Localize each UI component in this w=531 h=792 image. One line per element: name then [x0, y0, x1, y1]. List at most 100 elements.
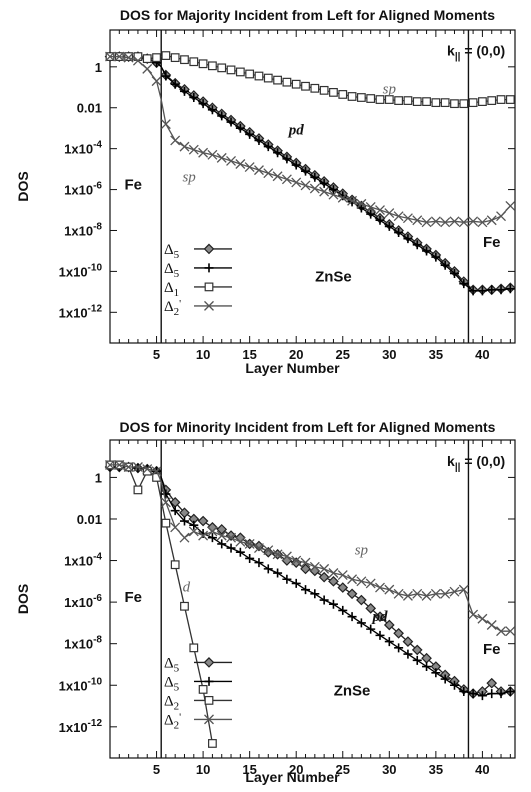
data-point: [198, 685, 208, 694]
region-label: ZnSe: [334, 683, 371, 700]
data-point: [291, 555, 302, 566]
data-point: [468, 286, 478, 296]
data-point: [449, 216, 460, 227]
region-label: Fe: [125, 589, 143, 606]
data-point: [347, 92, 357, 101]
kpar-value: = (0,0): [460, 43, 505, 59]
data-point: [244, 162, 255, 173]
data-point: [217, 63, 227, 73]
data-point: [318, 571, 330, 583]
data-point: [235, 159, 246, 169]
data-point: [281, 551, 292, 562]
data-point: [114, 459, 125, 470]
data-point: [393, 627, 404, 639]
curve-annotation: d: [183, 580, 191, 596]
data-point: [337, 582, 349, 593]
data-point: [440, 674, 450, 684]
data-point: [245, 553, 255, 563]
y-tick-exponent: -12: [88, 303, 103, 314]
chart-title: DOS for Minority Incident from Left for …: [120, 419, 496, 435]
y-tick-exponent: -4: [93, 552, 102, 563]
data-point: [375, 95, 385, 104]
data-point: [123, 52, 134, 63]
data-point: [273, 75, 282, 85]
data-point: [272, 549, 283, 560]
legend-subscript: 5: [174, 249, 180, 261]
data-point: [384, 95, 394, 104]
y-tick-label: 1x10-4: [64, 140, 102, 157]
data-point: [412, 97, 422, 107]
data-point: [365, 603, 377, 614]
data-point: [365, 201, 376, 212]
data-point: [208, 61, 217, 71]
x-tick-label: 15: [242, 762, 256, 777]
data-point: [356, 198, 367, 209]
data-point: [422, 97, 431, 107]
region-label: Fe: [483, 234, 501, 251]
legend-marker: [204, 263, 214, 273]
data-point: [198, 99, 208, 109]
chart-title: DOS for Majority Incident from Left for …: [120, 7, 495, 23]
data-point: [505, 284, 515, 294]
legend-subscript: 5: [174, 681, 180, 693]
data-point: [431, 252, 441, 262]
data-point: [263, 73, 273, 83]
data-point: [180, 601, 189, 611]
data-point: [319, 595, 329, 605]
data-point: [291, 578, 301, 588]
data-point: [235, 123, 245, 133]
x-tick-label: 25: [336, 762, 350, 777]
y-tick-label: 1x10-8: [64, 635, 102, 652]
data-point: [263, 168, 274, 179]
data-point: [450, 99, 459, 109]
data-point: [254, 71, 264, 81]
data-point: [189, 520, 199, 530]
legend-entry-label: Δ5: [164, 261, 180, 280]
data-point: [300, 180, 311, 191]
x-tick-label: 10: [196, 347, 210, 362]
data-point: [375, 205, 385, 215]
series-plus: [105, 52, 515, 296]
x-tick-label: 10: [196, 762, 210, 777]
data-point: [216, 530, 227, 541]
data-point: [263, 564, 273, 574]
data-point: [356, 576, 367, 587]
data-point: [496, 211, 506, 222]
data-point: [468, 689, 478, 699]
chart-panel-1: DOS for Majority Incident from Left for …: [15, 7, 516, 376]
x-tick-label: 5: [153, 762, 160, 777]
legend-entry-label: Δ2': [164, 711, 181, 731]
x-tick-label: 35: [429, 762, 443, 777]
legend-entry-label: Δ5: [164, 242, 180, 261]
data-point: [142, 63, 153, 74]
data-point: [375, 215, 385, 225]
data-point: [291, 177, 302, 188]
x-tick-label: 5: [153, 347, 160, 362]
data-point: [403, 649, 413, 659]
data-point: [226, 532, 236, 543]
data-point: [421, 590, 432, 601]
data-point: [505, 686, 515, 696]
data-point: [347, 195, 358, 206]
x-tick-label: 20: [289, 347, 303, 362]
x-tick-label: 20: [289, 762, 303, 777]
data-point: [245, 129, 255, 139]
y-tick-exponent: -6: [93, 593, 102, 604]
data-point: [262, 546, 274, 558]
data-point: [487, 96, 497, 105]
data-point: [430, 588, 441, 599]
y-tick-label: 1: [95, 470, 102, 485]
data-point: [412, 655, 422, 665]
chart-panel-2: DOS for Minority Incident from Left for …: [15, 419, 516, 785]
data-point: [217, 111, 227, 121]
data-point: [281, 174, 292, 185]
data-point: [161, 71, 171, 81]
x-tick-label: 15: [242, 347, 256, 362]
plot-frame: [109, 29, 516, 344]
data-point: [170, 79, 180, 89]
y-tick-exponent: -12: [88, 718, 103, 729]
data-point: [198, 530, 209, 541]
data-point: [402, 590, 413, 601]
data-point: [170, 506, 180, 516]
data-point: [188, 526, 199, 537]
